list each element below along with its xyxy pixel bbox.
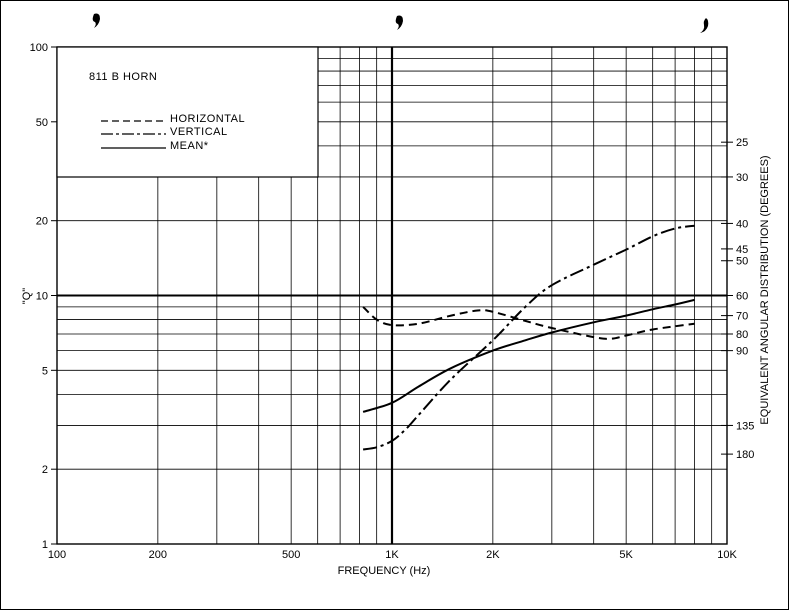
y2-axis-label: EQUIVALENT ANGULAR DISTRIBUTION (DEGREES…: [759, 155, 771, 424]
x-tick-labels: 100 200 500 1K 2K 5K 10K: [48, 549, 738, 561]
y-tick-label: 1: [42, 539, 48, 551]
y2-tick-label: 25: [736, 137, 748, 149]
legend-box: [56, 46, 319, 178]
series-line-vertical: [362, 224, 695, 451]
legend-title: 811 B HORN: [89, 71, 157, 83]
y-axis-label: "Q": [21, 288, 33, 304]
y2-tick-label: 45: [736, 244, 748, 256]
y2-tick-label: 135: [736, 420, 754, 432]
x-tick-label: 1K: [385, 549, 399, 561]
x-tick-label: 100: [48, 549, 66, 561]
y2-tick-label: 180: [736, 449, 754, 461]
legend-label-vertical: VERTICAL: [170, 126, 228, 138]
punch-mark-icon-2: [395, 15, 403, 30]
x-tick-label: 2K: [486, 549, 500, 561]
y2-tick-label: 30: [736, 172, 748, 184]
legend: 811 B HORN HORIZONTAL VERTICAL MEAN*: [56, 46, 319, 178]
series-line-mean: [362, 298, 695, 413]
y-tick-label: 20: [36, 216, 48, 228]
y-tick-label: 2: [42, 464, 48, 476]
x-tick-label: 500: [282, 549, 300, 561]
y2-tick-label: 90: [736, 346, 748, 358]
y-tick-labels: 1 2 5 10 20 50 100: [30, 42, 57, 551]
y2-tick-label: 40: [736, 218, 748, 230]
legend-label-horizontal: HORIZONTAL: [170, 113, 245, 125]
series-line-horizontal: [362, 306, 695, 340]
data-series: [362, 224, 695, 451]
y2-tick-label: 70: [736, 311, 748, 323]
y-tick-label: 100: [30, 42, 48, 54]
y-tick-label: 5: [42, 365, 48, 377]
x-tick-label: 10K: [717, 549, 737, 561]
punch-mark-icon-1: [92, 13, 100, 28]
y2-tick-label: 80: [736, 329, 748, 341]
y2-tick-label: 60: [736, 291, 748, 303]
punch-mark-icon-3: [700, 18, 709, 33]
y-tick-label: 50: [36, 117, 48, 129]
x-tick-label: 200: [149, 549, 167, 561]
x-tick-label: 5K: [619, 549, 633, 561]
x-axis-label: FREQUENCY (Hz): [338, 565, 431, 577]
legend-label-mean: MEAN*: [170, 140, 209, 152]
y2-tick-label: 50: [736, 256, 748, 268]
y-tick-label: 10: [36, 291, 48, 303]
